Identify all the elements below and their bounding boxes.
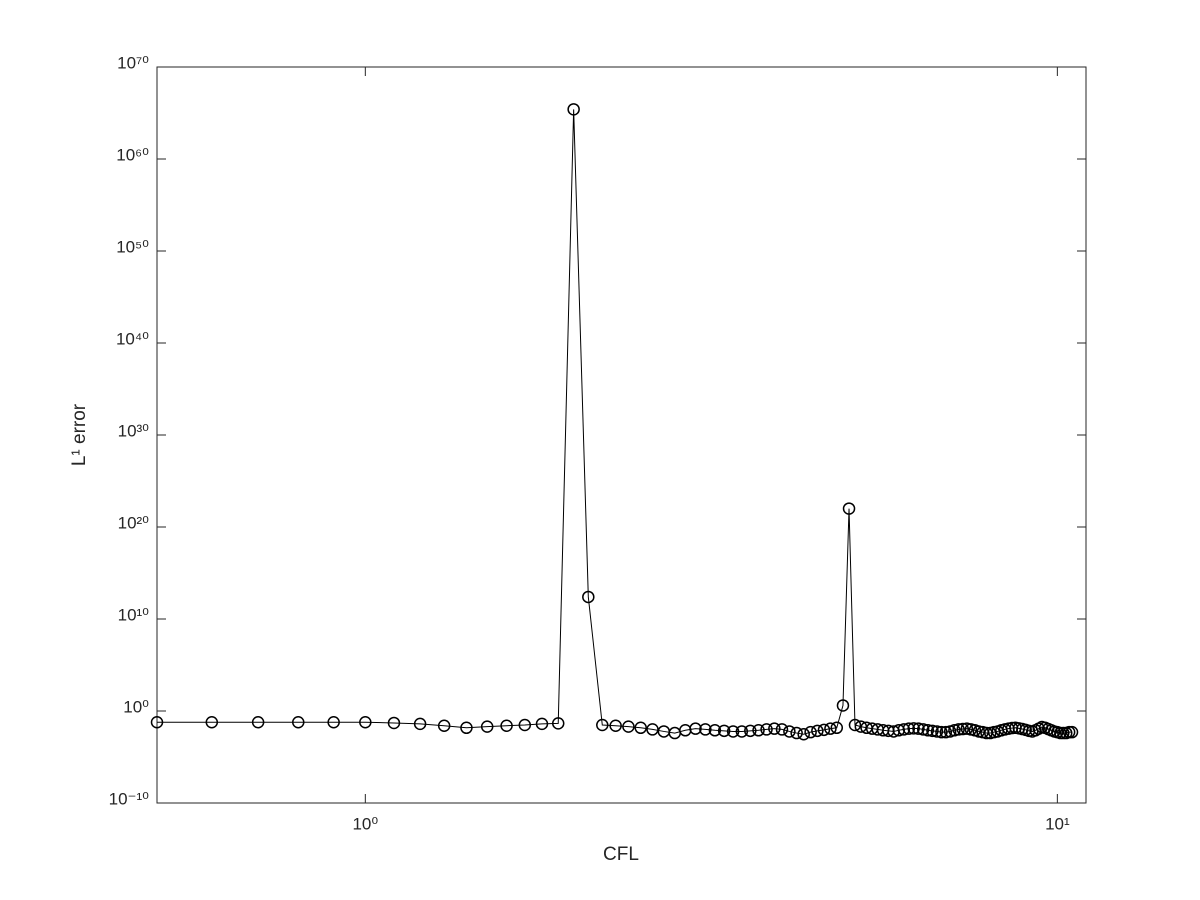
y-tick-label: 10⁻¹⁰ — [109, 789, 150, 808]
data-point — [480, 720, 494, 733]
data-point — [842, 502, 856, 515]
data-point — [797, 727, 810, 741]
y-tick-label: 10⁰ — [123, 697, 149, 716]
data-point — [551, 717, 565, 730]
y-tick-label: 10⁵⁰ — [116, 237, 149, 256]
data-point — [744, 724, 757, 738]
data-point — [582, 590, 595, 604]
y-tick-label: 10⁴⁰ — [116, 329, 149, 348]
data-point — [327, 715, 340, 729]
data-point — [916, 723, 930, 736]
plot-area — [156, 66, 1087, 804]
data-point — [460, 721, 473, 735]
data-point — [824, 722, 837, 735]
y-tick-label: 10⁷⁰ — [117, 53, 149, 72]
y-tick-label: 10¹⁰ — [118, 605, 150, 624]
data-point — [413, 717, 427, 731]
data-point — [907, 722, 920, 735]
data-point — [1065, 725, 1079, 739]
data-point — [500, 719, 513, 732]
x-axis-label: CFL — [603, 844, 639, 865]
data-point — [790, 726, 803, 740]
data-point — [596, 718, 609, 732]
data-point — [717, 724, 731, 738]
data-point — [902, 722, 916, 735]
data-point — [912, 722, 925, 735]
data-point — [935, 725, 948, 739]
data-point — [804, 725, 817, 739]
data-point — [921, 724, 935, 737]
data-point — [735, 725, 749, 738]
data-point — [437, 719, 451, 732]
data-point — [567, 103, 580, 116]
data-point — [783, 725, 796, 738]
data-point — [251, 715, 265, 729]
data-point — [609, 719, 622, 732]
y-tick-label: 10³⁰ — [118, 421, 150, 440]
data-point — [622, 720, 635, 733]
data-point — [848, 718, 862, 732]
data-point — [292, 715, 305, 729]
data-point — [817, 723, 831, 737]
data-point — [699, 723, 712, 736]
data-point — [830, 721, 844, 735]
data-point — [359, 715, 372, 729]
data-point — [952, 723, 965, 736]
data-point — [205, 715, 219, 729]
data-point — [535, 717, 549, 731]
x-tick-label: 10⁰ — [352, 814, 378, 833]
data-point — [768, 722, 781, 735]
data-point — [930, 725, 944, 738]
data-point — [726, 725, 740, 738]
y-tick-label: 10⁶⁰ — [116, 145, 149, 164]
data-point — [775, 723, 789, 736]
data-point — [956, 722, 970, 736]
data-point — [939, 725, 953, 739]
data-point — [897, 723, 911, 736]
y-tick-label: 10²⁰ — [118, 513, 150, 532]
data-point — [387, 716, 401, 730]
data-point — [689, 722, 702, 735]
data-point — [708, 724, 722, 737]
data-point — [760, 723, 773, 736]
data-point — [634, 721, 647, 735]
data-point — [836, 699, 850, 712]
data-point — [150, 715, 164, 729]
data-point — [752, 724, 765, 737]
data-point — [811, 724, 824, 738]
data-point — [926, 724, 939, 738]
data-point — [518, 718, 532, 732]
y-axis-label: L¹ error — [69, 403, 90, 466]
x-tick-label: 10¹ — [1045, 814, 1070, 833]
